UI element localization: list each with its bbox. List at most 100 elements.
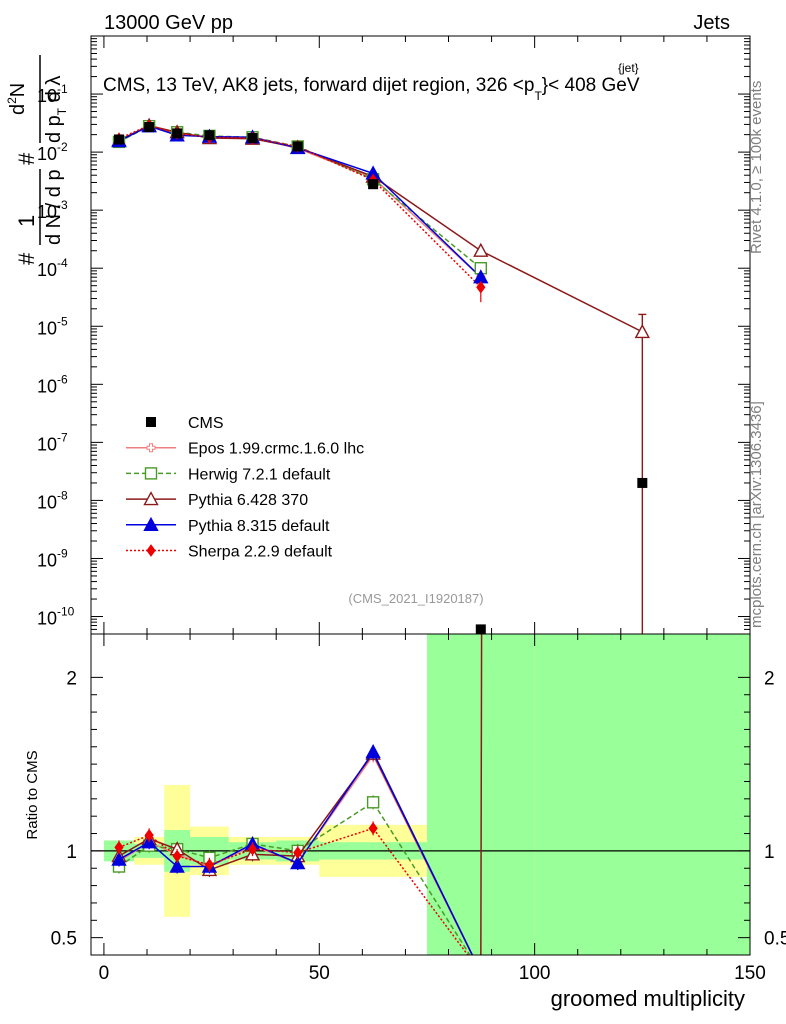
y-label-hash-1: #	[14, 252, 39, 265]
legend-label: CMS	[188, 415, 224, 432]
cms-data-point	[113, 134, 124, 145]
y-tick-label-exponent: -7	[57, 430, 68, 444]
series-point	[634, 323, 650, 339]
ratio-y-axis-label: Ratio to CMS	[24, 750, 41, 839]
ratio-point	[247, 842, 258, 856]
y-tick-label-exponent: -9	[57, 546, 68, 560]
ratio-tick-label-right: 1	[764, 842, 775, 863]
y-tick-label: 10	[37, 260, 57, 280]
ratio-plot-frame	[90, 633, 751, 956]
cms-data-point	[292, 141, 303, 152]
y-tick-label-exponent: -6	[57, 372, 68, 386]
ratio-point	[111, 851, 127, 866]
legend-label: Herwig 7.2.1 default	[188, 466, 331, 483]
x-tick-label: 150	[734, 963, 766, 984]
cms-data-point	[247, 132, 258, 143]
y-tick-label: 10	[37, 492, 57, 512]
ratio-tick-label-right: 0.5	[764, 929, 786, 950]
svg-text:CMS, 13 TeV, AK8 jets, forward: CMS, 13 TeV, AK8 jets, forward dijet reg…	[103, 75, 640, 103]
cms-data-point	[204, 130, 215, 141]
y-tick-label-exponent: -2	[57, 140, 68, 154]
series-point	[473, 242, 489, 257]
y-tick-label: 10	[37, 376, 57, 396]
x-tick-label: 100	[519, 963, 551, 984]
y-label-frac-den: d N / d p	[43, 169, 65, 245]
ratio-tick-label: 1	[66, 842, 77, 863]
y-tick-label-exponent: -8	[57, 488, 68, 502]
y-axis-label: # 1 d N / d p # d2N d pT d λ	[5, 55, 69, 265]
ratio-stat-uncertainty-band	[534, 634, 750, 955]
y-tick-label: 10	[37, 202, 57, 222]
y-tick-label: 10	[37, 550, 57, 570]
ratio-plot-panel: 0 50 100 150 0.5 0.5 1 1 2 2	[51, 633, 786, 984]
ratio-point	[368, 821, 378, 835]
chart-title-superscript: {jet}	[618, 61, 639, 75]
x-tick-label: 50	[309, 963, 330, 984]
legend-marker	[146, 544, 156, 557]
header-right-text: Jets	[693, 12, 730, 34]
legend-entry: Sherpa 2.2.9 default	[126, 544, 333, 561]
cms-data-point	[172, 128, 183, 139]
series-point	[476, 280, 486, 294]
y-tick-label: 10	[37, 609, 57, 629]
ratio-plot-axes: 0 50 100 150 0.5 0.5 1 1 2 2	[51, 634, 786, 984]
y-tick-label-exponent: -3	[57, 198, 68, 212]
y-tick-label-exponent: -1	[57, 82, 68, 96]
ratio-point	[366, 796, 380, 809]
legend-entry: Pythia 6.428 370	[126, 491, 308, 509]
ratio-plot-content	[91, 634, 750, 955]
x-axis-label: groomed multiplicity	[551, 986, 745, 1011]
cms-data-point	[637, 477, 648, 488]
ratio-tick-label-right: 2	[764, 668, 775, 689]
ratio-point	[114, 841, 124, 854]
y-tick-label-exponent: -4	[57, 256, 68, 270]
y-tick-label-exponent: -5	[57, 314, 68, 328]
legend-entry: CMS	[146, 415, 224, 432]
y-tick-label: 10	[37, 144, 57, 164]
legend-entry: Pythia 8.315 default	[126, 516, 330, 535]
cms-data-point	[368, 179, 379, 190]
ratio-tick-label: 0.5	[51, 929, 77, 950]
ratio-point	[365, 744, 381, 759]
x-tick-label: 0	[99, 963, 110, 984]
y-label-frac-num: 1	[14, 215, 39, 227]
side-text-mcplots: mcplots.cern.ch [arXiv:1306.3436]	[748, 401, 765, 628]
legend-label: Pythia 6.428 370	[188, 492, 308, 509]
y-label-deriv-num: d2N	[5, 83, 29, 115]
chart-title: CMS, 13 TeV, AK8 jets, forward dijet reg…	[103, 61, 640, 103]
ratio-point	[290, 855, 306, 870]
side-text-rivet: Rivet 4.1.0, ≥ 100k events	[748, 81, 765, 254]
chart-title-subscript: T	[534, 89, 542, 103]
legend-entry: Herwig 7.2.1 default	[126, 466, 331, 483]
legend-marker	[144, 467, 158, 480]
ratio-point	[169, 858, 185, 873]
legend-label: Epos 1.99.crmc.1.6.0 lhc	[188, 441, 364, 458]
y-label-hash-2: #	[14, 152, 39, 165]
cms-data-point	[475, 624, 486, 635]
legend-label: Pythia 8.315 default	[188, 518, 330, 535]
chart-title-tail: }< 408 GeV	[542, 75, 640, 96]
ratio-point	[172, 849, 182, 863]
y-tick-label-exponent: -10	[57, 605, 75, 619]
chart-title-main: CMS, 13 TeV, AK8 jets, forward dijet reg…	[103, 75, 534, 96]
ratio-point	[293, 846, 303, 859]
legend-marker	[143, 491, 159, 506]
legend: CMS Epos 1.99.crmc.1.6.0 lhc Herwig 7.2.1 …	[126, 415, 364, 561]
cms-data-point	[144, 122, 155, 133]
y-tick-label: 10	[37, 434, 57, 454]
y-tick-label: 10	[37, 318, 57, 338]
analysis-watermark: (CMS_2021_I1920187)	[348, 591, 483, 606]
y-tick-label: 10	[37, 86, 57, 106]
ratio-tick-label: 2	[66, 668, 77, 689]
main-plot-content	[111, 117, 650, 635]
ratio-point	[204, 858, 215, 872]
legend-label: Sherpa 2.2.9 default	[188, 544, 333, 561]
legend-marker	[146, 443, 156, 453]
legend-entry: Epos 1.99.crmc.1.6.0 lhc	[126, 441, 364, 458]
ratio-point	[144, 828, 154, 842]
header-left-text: 13000 GeV pp	[104, 12, 233, 34]
legend-marker	[146, 417, 156, 427]
